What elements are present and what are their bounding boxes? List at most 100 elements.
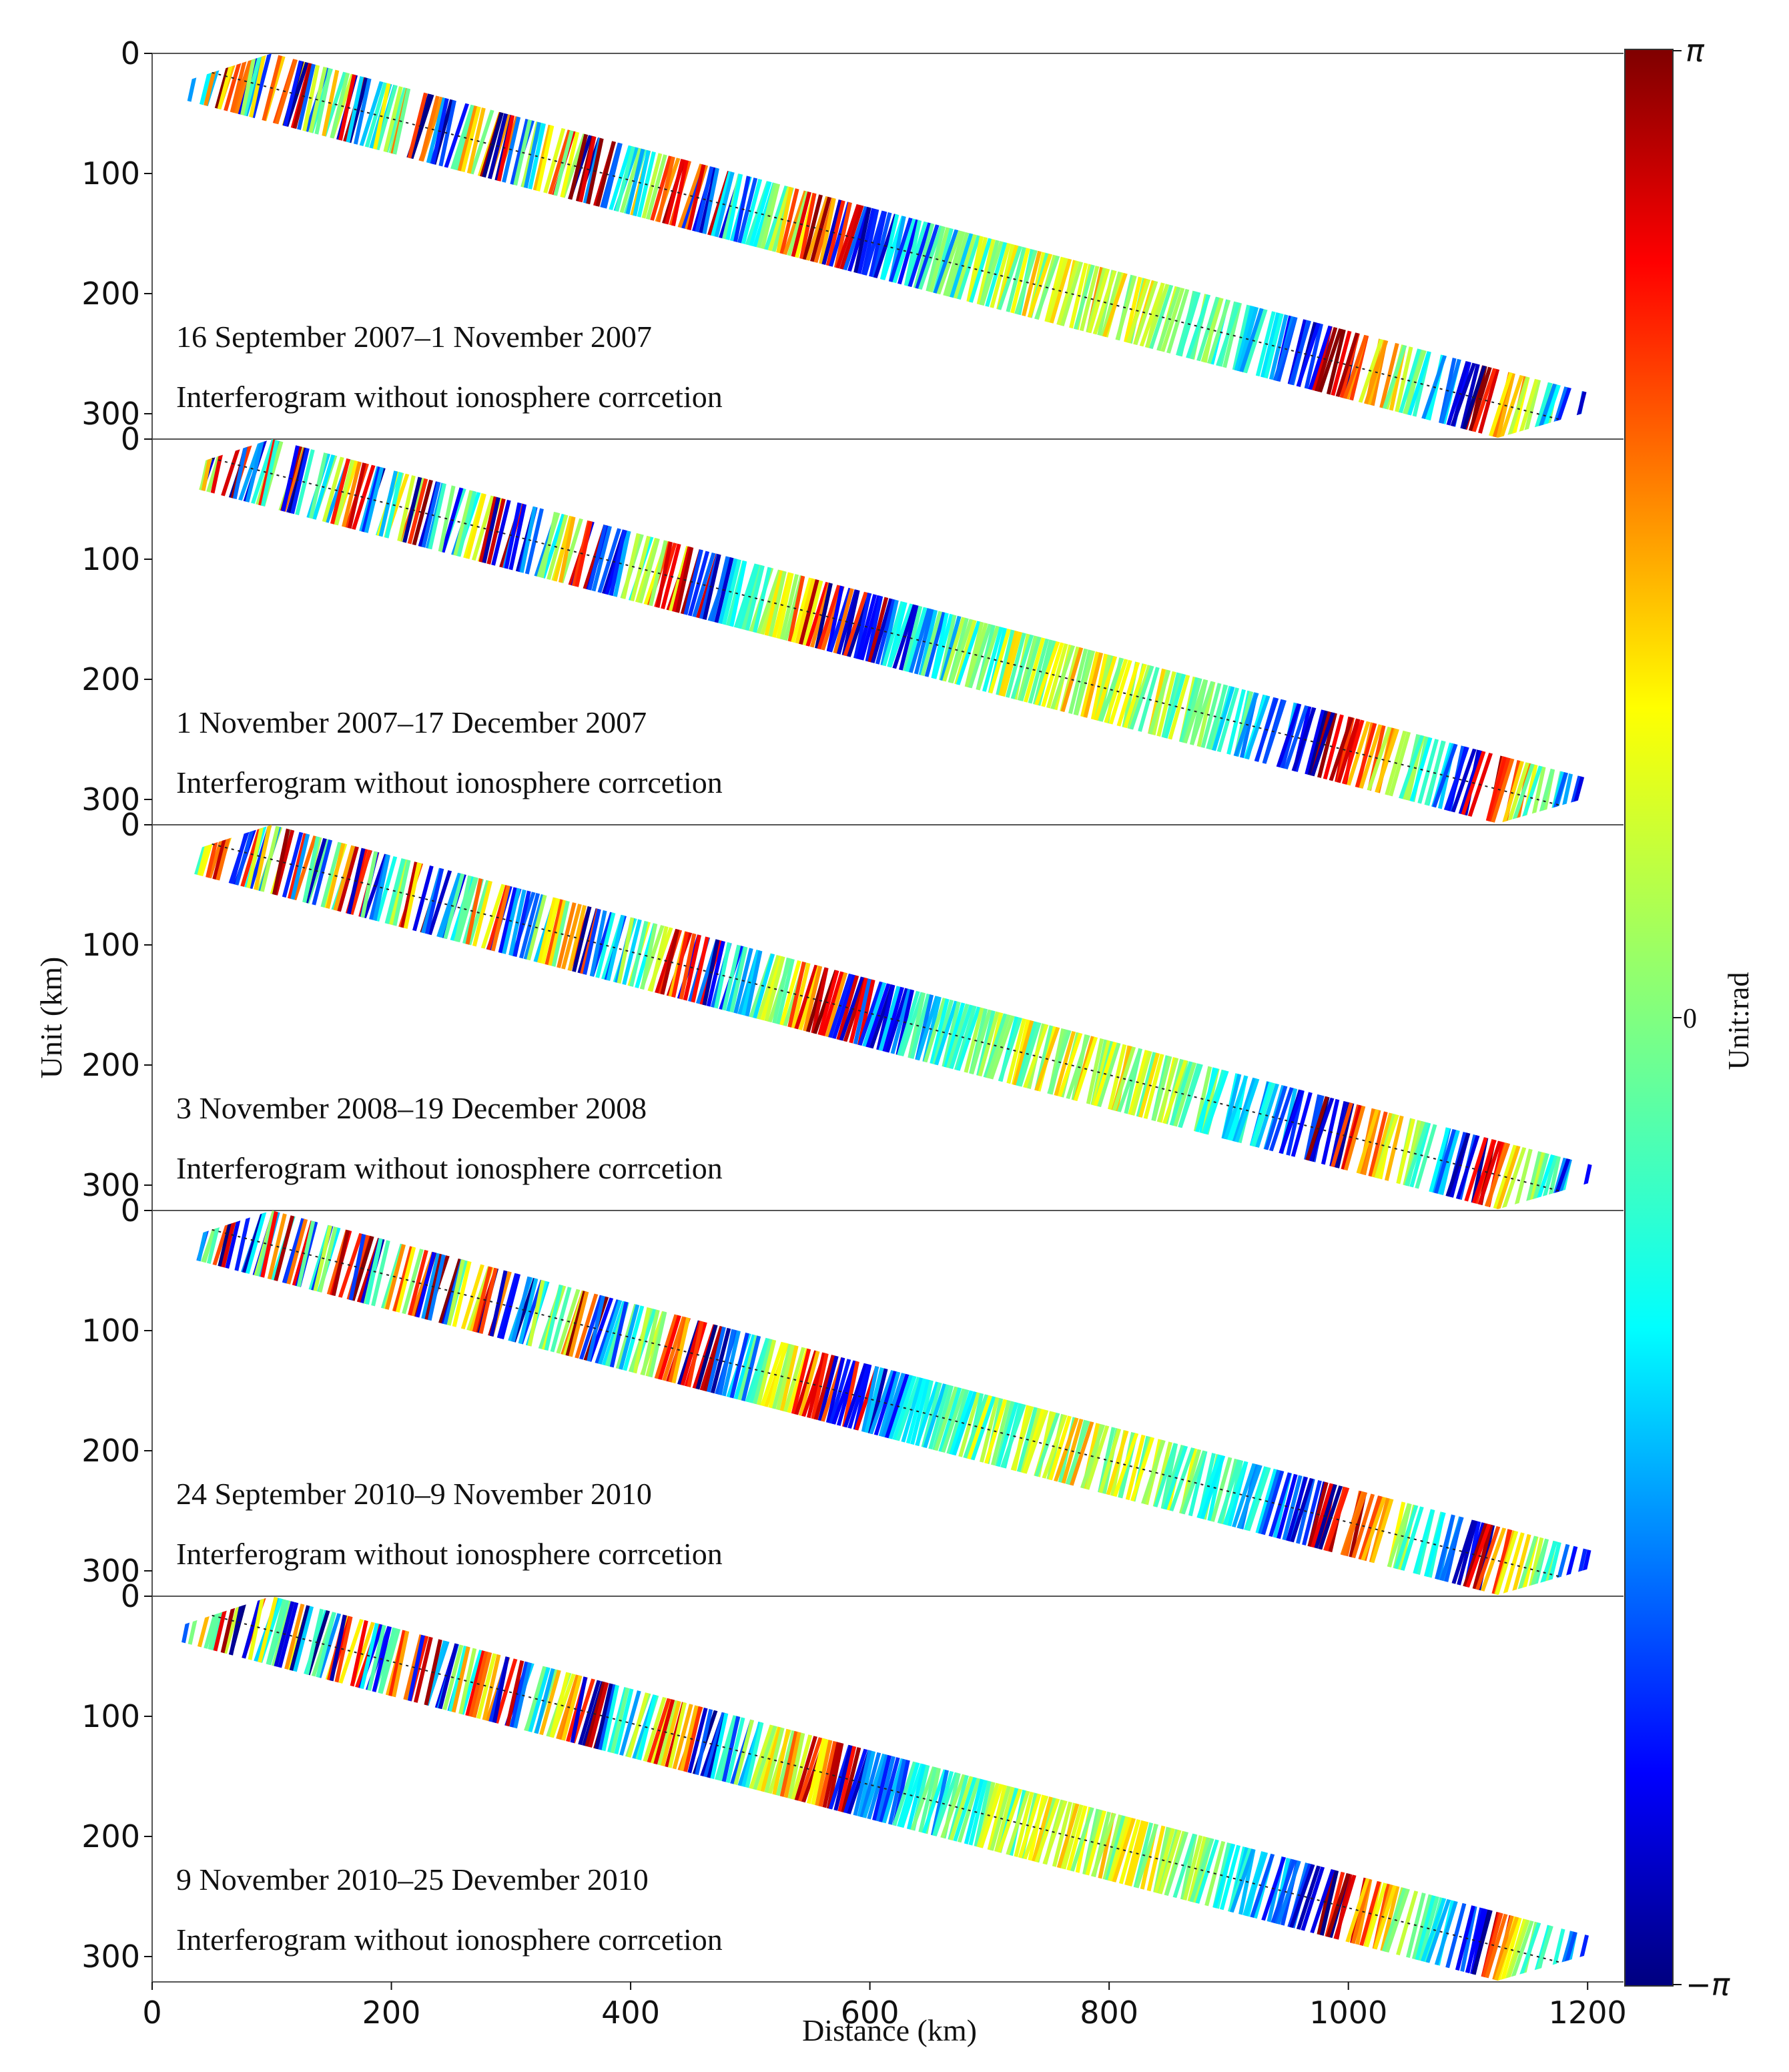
fringe-band <box>1044 1596 1144 1981</box>
fringe-band <box>1099 1211 1212 1595</box>
fringe-band <box>1378 53 1489 438</box>
panels-group: 0 100 200 300 16 September 2007–1 November 2… <box>81 35 1627 2031</box>
fringe-band <box>494 1596 641 1981</box>
fringe-band <box>1249 53 1364 438</box>
fringe-band <box>1014 439 1158 823</box>
fringe-band <box>1064 439 1173 823</box>
fringe-band <box>531 1211 668 1595</box>
fringe-band <box>1202 53 1337 438</box>
fringe-band <box>1109 1211 1234 1595</box>
fringe-band <box>1003 53 1128 438</box>
fringe-band <box>607 1596 773 1981</box>
fringe-band <box>1062 1211 1208 1595</box>
fringe-band <box>1078 1596 1216 1981</box>
fringe-band <box>466 825 587 1209</box>
fringe-band <box>396 53 509 438</box>
fringe-band <box>603 825 728 1209</box>
fringe-band <box>1378 1211 1530 1595</box>
fringe-band <box>1479 1211 1624 1595</box>
fringe-band <box>395 1596 518 1981</box>
fringe-band <box>1147 439 1271 823</box>
fringe-band <box>438 1596 597 1981</box>
fringe-band <box>1080 1211 1182 1595</box>
fringe-band <box>432 53 539 438</box>
fringe-band <box>324 439 450 823</box>
fringe-band <box>178 439 318 823</box>
fringe-band <box>1472 439 1607 823</box>
fringe-band <box>445 53 558 438</box>
fringe-band <box>534 53 657 438</box>
fringe-band <box>1293 439 1419 823</box>
fringe-band <box>1158 53 1308 438</box>
fringe-band <box>580 1211 742 1595</box>
fringe-band <box>619 1596 736 1981</box>
fringe-band <box>466 439 603 823</box>
fringe-band <box>350 825 506 1209</box>
fringe-band <box>515 825 668 1209</box>
fringe-band <box>1010 1211 1122 1595</box>
fringe-band <box>1246 1596 1376 1981</box>
fringe-band <box>1084 825 1186 1209</box>
fringe-band <box>466 1596 619 1981</box>
fringe-band <box>553 439 655 823</box>
fringe-band <box>375 53 539 438</box>
fringe-band <box>1283 825 1387 1209</box>
fringe-band <box>1060 439 1161 823</box>
fringe-band <box>344 439 462 823</box>
fringe-band <box>587 439 703 823</box>
fringe-band <box>460 53 601 438</box>
fringe-band <box>1214 439 1351 823</box>
fringe-band <box>1265 439 1405 823</box>
fringe-band <box>413 1211 549 1595</box>
fringe-band <box>1316 1596 1421 1981</box>
fringe-band <box>1202 1596 1314 1981</box>
fringe-band <box>1177 53 1281 438</box>
fringe-band <box>181 1211 300 1595</box>
fringe-band <box>488 1211 655 1595</box>
fringe-band <box>1215 1596 1317 1981</box>
fringe-band <box>336 1596 454 1981</box>
fringe-band <box>1107 825 1236 1209</box>
fringe-band <box>1054 825 1175 1209</box>
fringe-band <box>1150 53 1260 438</box>
fringe-band <box>579 1211 735 1595</box>
fringe-band <box>1248 1211 1382 1595</box>
panel-date-range: 9 November 2010–25 Devember 2010 <box>176 1862 649 1896</box>
fringe-band <box>518 439 641 823</box>
fringe-band <box>350 1211 465 1595</box>
fringe-band <box>485 1596 616 1981</box>
fringe-band <box>1098 1596 1220 1981</box>
fringe-band <box>1041 53 1164 438</box>
fringe-band <box>1135 825 1299 1209</box>
colorbar-tick-label-zero: 0 <box>1683 1004 1697 1034</box>
fringe-band <box>1158 1211 1276 1595</box>
fringe-band <box>1218 1596 1338 1981</box>
fringe-band <box>442 825 577 1209</box>
fringe-band <box>1066 1596 1221 1981</box>
fringe-band <box>1515 1211 1624 1595</box>
y-tick-label: 300 <box>81 781 140 817</box>
fringe-band <box>352 1596 463 1981</box>
fringe-band <box>1467 825 1571 1209</box>
fringe-band <box>1253 1596 1417 1981</box>
interferogram-swath <box>152 439 1624 823</box>
fringe-band <box>1146 1596 1312 1981</box>
fringe-band <box>1066 1596 1188 1981</box>
fringe-band <box>584 825 705 1209</box>
swath-centreline <box>212 843 1561 1192</box>
fringe-band <box>1257 439 1365 823</box>
fringe-band <box>1219 825 1353 1209</box>
fringe-band <box>663 825 765 1209</box>
fringe-band <box>525 825 683 1209</box>
fringe-band <box>1115 1596 1228 1981</box>
fringe-band <box>526 439 673 823</box>
fringe-band <box>1099 825 1236 1209</box>
fringe-band <box>1285 1211 1435 1595</box>
fringe-band <box>1092 439 1194 823</box>
fringe-band <box>296 439 454 823</box>
fringe-band <box>1010 1596 1154 1981</box>
fringe-band <box>1285 825 1394 1209</box>
fringe-band <box>1027 53 1128 438</box>
fringe-band <box>414 439 524 823</box>
fringe-band <box>1222 1596 1358 1981</box>
